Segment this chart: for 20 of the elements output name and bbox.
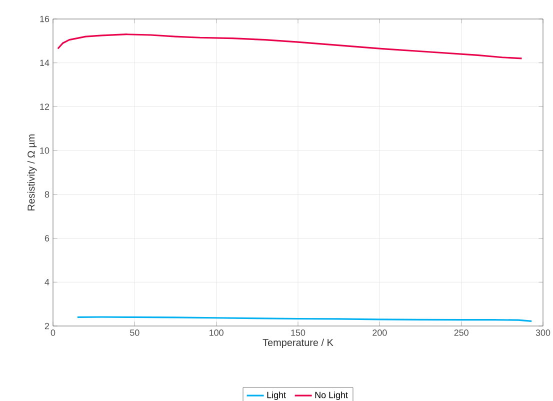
y-tick-label: 2 bbox=[44, 322, 50, 330]
legend-label: No Light bbox=[315, 392, 348, 400]
y-tick-label: 14 bbox=[40, 60, 50, 66]
y-axis-title: Resistivity / Ω µm bbox=[27, 134, 37, 210]
y-tick-label: 16 bbox=[40, 16, 50, 22]
x-tick-label: 50 bbox=[130, 330, 140, 336]
x-tick-label: 0 bbox=[50, 330, 56, 336]
y-tick-label: 6 bbox=[44, 235, 50, 242]
x-axis-title: Temperature / K bbox=[262, 338, 334, 348]
y-tick-label: 10 bbox=[40, 147, 50, 154]
legend-label: Light bbox=[267, 392, 286, 400]
y-tick-label: 12 bbox=[40, 104, 50, 110]
y-tick-label: 8 bbox=[44, 191, 50, 198]
x-tick-label: 150 bbox=[291, 330, 306, 336]
y-tick-label: 4 bbox=[44, 279, 50, 286]
x-tick-label: 250 bbox=[454, 330, 468, 336]
line-series bbox=[57, 34, 523, 60]
x-tick-label: 200 bbox=[372, 330, 387, 336]
x-tick-label: 100 bbox=[210, 330, 224, 336]
x-tick-label: 300 bbox=[536, 330, 550, 336]
